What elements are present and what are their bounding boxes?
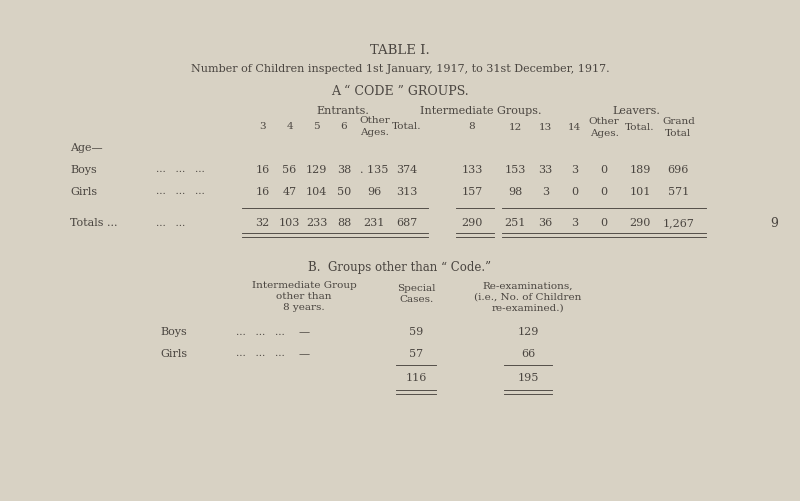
Text: ...   ...   ...: ... ... ...: [156, 187, 205, 196]
Text: Number of Children inspected 1st January, 1917, to 31st December, 1917.: Number of Children inspected 1st January…: [190, 64, 610, 74]
Text: 290: 290: [630, 218, 650, 228]
Text: 129: 129: [518, 327, 538, 337]
Text: Boys: Boys: [160, 327, 186, 337]
Text: 88: 88: [337, 218, 351, 228]
Text: 50: 50: [337, 186, 351, 196]
Text: 157: 157: [462, 186, 482, 196]
Text: TABLE I.: TABLE I.: [370, 44, 430, 57]
Text: 3: 3: [259, 122, 266, 131]
Text: 374: 374: [396, 164, 417, 174]
Text: 57: 57: [409, 348, 423, 358]
Text: 290: 290: [462, 218, 482, 228]
Text: 3: 3: [571, 164, 578, 174]
Text: Total.: Total.: [392, 122, 421, 131]
Text: 59: 59: [409, 327, 423, 337]
Text: ...   ...   ...: ... ... ...: [236, 327, 285, 336]
Text: ...   ...   ...: ... ... ...: [156, 165, 205, 174]
Text: 66: 66: [521, 348, 535, 358]
Text: 571: 571: [668, 186, 689, 196]
Text: 687: 687: [396, 218, 417, 228]
Text: 56: 56: [282, 164, 297, 174]
Text: 9: 9: [770, 216, 778, 229]
Text: 104: 104: [306, 186, 327, 196]
Text: Other
Ages.: Other Ages.: [589, 117, 619, 137]
Text: 0: 0: [571, 186, 578, 196]
Text: 47: 47: [282, 186, 297, 196]
Text: 251: 251: [505, 218, 526, 228]
Text: Intermediate Groups.: Intermediate Groups.: [420, 106, 542, 116]
Text: Total.: Total.: [626, 123, 654, 132]
Text: Totals ...: Totals ...: [70, 218, 118, 228]
Text: ...   ...   ...: ... ... ...: [236, 349, 285, 358]
Text: —: —: [298, 327, 310, 337]
Text: 116: 116: [406, 372, 426, 382]
Text: 0: 0: [601, 186, 607, 196]
Text: 16: 16: [255, 164, 270, 174]
Text: 36: 36: [538, 218, 553, 228]
Text: Age—: Age—: [70, 142, 103, 152]
Text: 133: 133: [462, 164, 482, 174]
Text: 14: 14: [568, 123, 581, 132]
Text: 231: 231: [364, 218, 385, 228]
Text: B.  Groups other than “ Code.”: B. Groups other than “ Code.”: [309, 260, 491, 273]
Text: Grand
Total: Grand Total: [662, 117, 695, 137]
Text: —: —: [298, 348, 310, 358]
Text: 32: 32: [255, 218, 270, 228]
Text: 12: 12: [509, 123, 522, 132]
Text: Leavers.: Leavers.: [613, 106, 661, 116]
Text: 4: 4: [286, 122, 293, 131]
Text: 33: 33: [538, 164, 553, 174]
Text: A “ CODE ” GROUPS.: A “ CODE ” GROUPS.: [331, 85, 469, 98]
Text: Boys: Boys: [70, 164, 97, 174]
Text: ...   ...: ... ...: [156, 218, 186, 227]
Text: 98: 98: [508, 186, 522, 196]
Text: Girls: Girls: [160, 348, 187, 358]
Text: 189: 189: [630, 164, 650, 174]
Text: 153: 153: [505, 164, 526, 174]
Text: 696: 696: [668, 164, 689, 174]
Text: 16: 16: [255, 186, 270, 196]
Text: Special
Cases.: Special Cases.: [397, 283, 435, 303]
Text: Entrants.: Entrants.: [316, 106, 369, 116]
Text: 103: 103: [279, 218, 300, 228]
Text: 129: 129: [306, 164, 327, 174]
Text: 101: 101: [630, 186, 650, 196]
Text: 5: 5: [314, 122, 320, 131]
Text: 313: 313: [396, 186, 417, 196]
Text: Girls: Girls: [70, 186, 98, 196]
Text: 0: 0: [601, 218, 607, 228]
Text: 96: 96: [367, 186, 382, 196]
Text: 195: 195: [518, 372, 538, 382]
Text: 3: 3: [542, 186, 549, 196]
Text: Intermediate Group
other than
8 years.: Intermediate Group other than 8 years.: [252, 280, 356, 311]
Text: 38: 38: [337, 164, 351, 174]
Text: 233: 233: [306, 218, 327, 228]
Text: 0: 0: [601, 164, 607, 174]
Text: 8: 8: [469, 122, 475, 131]
Text: . 135: . 135: [360, 164, 389, 174]
Text: Other
Ages.: Other Ages.: [359, 116, 390, 136]
Text: Re-examinations,
(i.e., No. of Children
re-examined.): Re-examinations, (i.e., No. of Children …: [474, 281, 582, 312]
Text: 6: 6: [341, 122, 347, 131]
Text: 13: 13: [539, 123, 552, 132]
Text: 1,267: 1,267: [662, 218, 694, 228]
Text: 3: 3: [571, 218, 578, 228]
